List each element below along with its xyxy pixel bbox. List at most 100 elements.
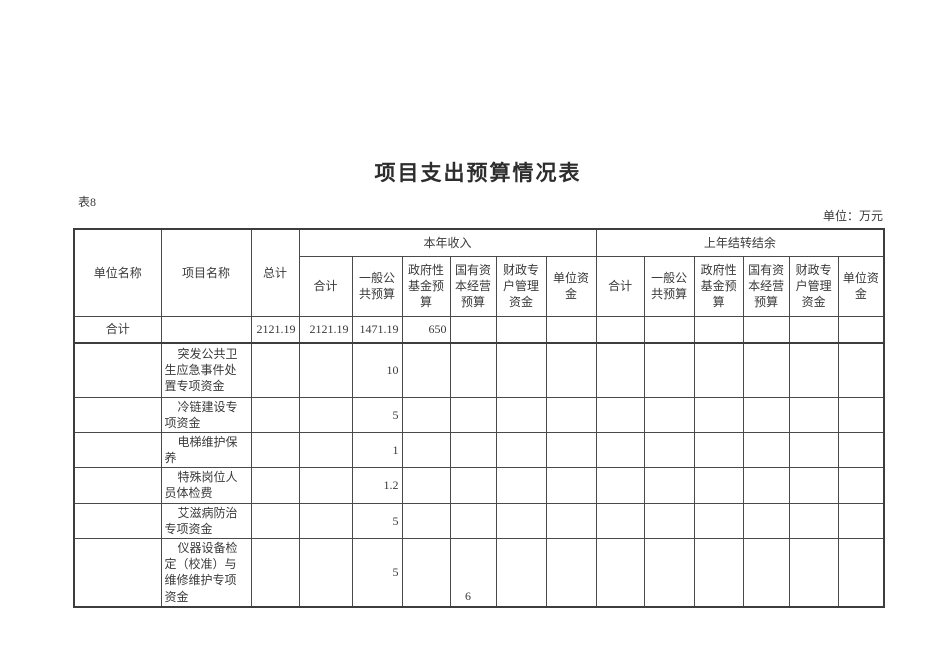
- col-header-grand-total: 总计: [250, 228, 300, 317]
- current-year-value-cell-0: [298, 467, 353, 504]
- sub-col-header-prior-2: 政府性基金预算: [693, 255, 744, 317]
- current-year-value-cell-3: [449, 342, 497, 398]
- project-name-cell: [160, 315, 252, 344]
- current-year-value-cell-1: 5: [351, 396, 403, 433]
- prior-year-value-cell-5: [837, 502, 885, 540]
- prior-year-value-cell-2: [693, 315, 744, 344]
- current-year-value-cell-2: 650: [401, 315, 451, 344]
- current-year-value-cell-3: [449, 396, 497, 433]
- prior-year-value-cell-1: [643, 315, 695, 344]
- prior-year-value-cell-5: [837, 342, 885, 398]
- sub-col-header-prior-3: 国有资本经营预算: [742, 255, 790, 317]
- header-row-groups: 单位名称 项目名称 总计 本年收入 上年结转结余: [73, 228, 885, 317]
- project-name-cell: 特殊岗位人员体检费: [160, 467, 252, 504]
- grand-total-cell: 2121.19: [250, 315, 300, 344]
- current-year-value-cell-4: [495, 431, 547, 469]
- prior-year-value-cell-5: [837, 467, 885, 504]
- current-year-value-cell-2: [401, 431, 451, 469]
- sub-col-header-prior-1: 一般公共预算: [643, 255, 695, 317]
- prior-year-value-cell-3: [742, 502, 790, 540]
- current-year-value-cell-0: 2121.19: [298, 315, 353, 344]
- current-year-value-cell-3: [449, 502, 497, 540]
- prior-year-value-cell-3: [742, 467, 790, 504]
- project-expenditure-budget-table: 单位名称 项目名称 总计 本年收入 上年结转结余 合计 一般公共预算 政府性基金预算…: [73, 228, 886, 608]
- current-year-value-cell-4: [495, 467, 547, 504]
- current-year-value-cell-5: [545, 342, 597, 398]
- grand-total-cell: [250, 396, 300, 433]
- grand-total-cell: [250, 467, 300, 504]
- prior-year-value-cell-0: [595, 467, 645, 504]
- prior-year-value-cell-4: [788, 315, 839, 344]
- current-year-value-cell-3: [449, 315, 497, 344]
- project-name-cell: 电梯维护保养: [160, 431, 252, 469]
- prior-year-value-cell-1: [643, 431, 695, 469]
- prior-year-value-cell-0: [595, 342, 645, 398]
- current-year-value-cell-0: [298, 342, 353, 398]
- grand-total-cell: [250, 342, 300, 398]
- prior-year-value-cell-2: [693, 342, 744, 398]
- prior-year-value-cell-5: [837, 315, 885, 344]
- current-year-value-cell-1: 5: [351, 502, 403, 540]
- prior-year-value-cell-5: [837, 537, 885, 608]
- current-year-value-cell-5: [545, 396, 597, 433]
- prior-year-value-cell-1: [643, 467, 695, 504]
- project-row: 仪器设备检定（校准）与维修维护专项资金 5: [73, 537, 885, 608]
- current-year-value-cell-4: [495, 502, 547, 540]
- page-title: 项目支出预算情况表: [374, 161, 582, 185]
- current-year-value-cell-0: [298, 431, 353, 469]
- current-year-value-cell-1: 1.2: [351, 467, 403, 504]
- unit-of-measure-note: 单位：万元: [822, 209, 883, 223]
- sub-col-header-prior-5: 单位资金: [837, 255, 885, 317]
- col-header-project-name: 项目名称: [160, 228, 252, 317]
- current-year-value-cell-3: [449, 467, 497, 504]
- current-year-value-cell-2: [401, 467, 451, 504]
- current-year-value-cell-5: [545, 467, 597, 504]
- table-number-label: 表8: [78, 195, 97, 209]
- prior-year-value-cell-0: [595, 431, 645, 469]
- sub-col-header-current-5: 单位资金: [545, 255, 597, 317]
- prior-year-value-cell-2: [693, 396, 744, 433]
- prior-year-value-cell-2: [693, 467, 744, 504]
- project-name-cell: 冷链建设专项资金: [160, 396, 252, 433]
- grand-total-cell: [250, 431, 300, 469]
- prior-year-value-cell-0: [595, 537, 645, 608]
- current-year-value-cell-4: [495, 396, 547, 433]
- current-year-value-cell-5: [545, 502, 597, 540]
- prior-year-value-cell-0: [595, 502, 645, 540]
- prior-year-value-cell-0: [595, 396, 645, 433]
- group-header-prior-year-carryover: 上年结转结余: [595, 228, 885, 257]
- project-row: 突发公共卫生应急事件处置专项资金 10: [73, 342, 885, 398]
- project-name-cell: 突发公共卫生应急事件处置专项资金: [160, 342, 252, 398]
- current-year-value-cell-2: [401, 502, 451, 540]
- totals-row: 合计 2121.19 2121.19 1471.19 650: [73, 315, 885, 344]
- prior-year-value-cell-4: [788, 342, 839, 398]
- current-year-value-cell-0: [298, 537, 353, 608]
- prior-year-value-cell-3: [742, 315, 790, 344]
- sub-col-header-current-1: 一般公共预算: [351, 255, 403, 317]
- prior-year-value-cell-4: [788, 396, 839, 433]
- current-year-value-cell-1: 1: [351, 431, 403, 469]
- prior-year-value-cell-0: [595, 315, 645, 344]
- prior-year-value-cell-3: [742, 342, 790, 398]
- prior-year-value-cell-4: [788, 467, 839, 504]
- unit-name-cell: 合计: [73, 315, 162, 344]
- sub-col-header-prior-4: 财政专户管理资金: [788, 255, 839, 317]
- current-year-value-cell-5: [545, 315, 597, 344]
- current-year-value-cell-3: [449, 537, 497, 608]
- current-year-value-cell-0: [298, 502, 353, 540]
- prior-year-value-cell-2: [693, 431, 744, 469]
- unit-name-cell: [73, 537, 162, 608]
- current-year-value-cell-5: [545, 431, 597, 469]
- current-year-value-cell-1: 10: [351, 342, 403, 398]
- prior-year-value-cell-5: [837, 396, 885, 433]
- sub-col-header-prior-0: 合计: [595, 255, 645, 317]
- prior-year-value-cell-1: [643, 502, 695, 540]
- sub-col-header-current-2: 政府性基金预算: [401, 255, 451, 317]
- prior-year-value-cell-3: [742, 431, 790, 469]
- project-row: 冷链建设专项资金 5: [73, 396, 885, 433]
- prior-year-value-cell-3: [742, 537, 790, 608]
- current-year-value-cell-5: [545, 537, 597, 608]
- unit-name-cell: [73, 431, 162, 469]
- prior-year-value-cell-1: [643, 537, 695, 608]
- current-year-value-cell-4: [495, 342, 547, 398]
